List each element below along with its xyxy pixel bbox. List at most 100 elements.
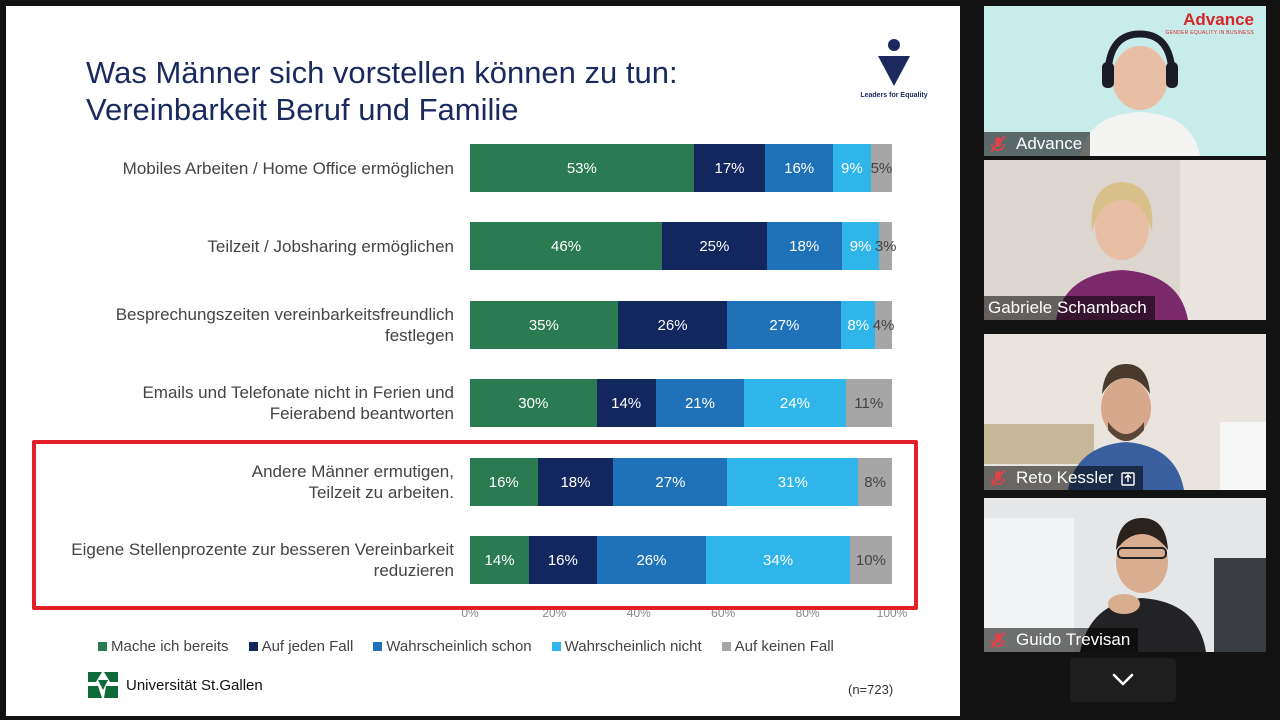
data-label: 8% (847, 316, 870, 334)
bar-row: 53% 17% 16% 9% 5% (470, 144, 892, 192)
mic-off-icon (990, 469, 1006, 487)
legend-swatch (248, 642, 258, 651)
advance-logo: Advance GENDER EQUALITY IN BUSINESS (1165, 10, 1254, 36)
category-label: Teilzeit / Jobsharing ermöglichen (207, 236, 454, 257)
hsg-emblem-icon (86, 668, 120, 702)
bar-segment: 35% (470, 301, 618, 349)
legend-item: Mache ich bereits (98, 638, 229, 655)
bar-row: 30% 14% 21% 24% 11% (470, 379, 892, 427)
data-label: 21% (684, 394, 715, 412)
category-label: Emails und Telefonate nicht in Ferien un… (142, 382, 454, 424)
data-label: 9% (841, 159, 863, 177)
bar-segment: 16% (529, 536, 597, 584)
data-label: 26% (657, 316, 688, 334)
participant-tile-guido-trevisan[interactable]: Guido Trevisan (984, 498, 1266, 652)
chevron-down-icon (1112, 673, 1134, 686)
bar-segment: 27% (613, 458, 728, 506)
legend-label: Auf jeden Fall (261, 638, 354, 655)
video-feed (984, 160, 1266, 320)
data-label: 30% (518, 394, 549, 412)
bar-segment: 26% (596, 536, 707, 584)
bar-segment: 18% (537, 458, 614, 506)
participant-name-bar: Guido Trevisan (984, 628, 1139, 652)
data-label: 46% (551, 237, 582, 255)
data-label: 14% (484, 551, 515, 569)
data-label: 14% (611, 394, 642, 412)
data-label: 53% (566, 159, 597, 177)
data-label: 17% (714, 159, 745, 177)
bar-segment: 11% (845, 379, 892, 427)
bar-segment: 3% (875, 222, 897, 270)
legend-item: Wahrscheinlich nicht (551, 638, 702, 655)
slide-title: Was Männer sich vorstellen können zu tun… (86, 54, 678, 128)
data-label: 34% (763, 551, 794, 569)
video-feed (984, 334, 1266, 490)
category-label: Mobiles Arbeiten / Home Office ermöglich… (123, 158, 454, 179)
bar-segment: 26% (617, 301, 728, 349)
bar-segment: 16% (470, 458, 538, 506)
bar-segment: 14% (470, 536, 530, 584)
logo-text: Leaders for Equality (860, 92, 928, 99)
highlight-box (32, 440, 918, 610)
legend-swatch (98, 642, 107, 651)
bar-segment: 14% (596, 379, 656, 427)
category-label-line: Feierabend beantworten (269, 404, 454, 423)
video-feed (984, 6, 1266, 156)
bar-segment: 21% (655, 379, 745, 427)
data-label: 27% (655, 473, 686, 491)
participant-tile-gabriele-schambach[interactable]: Gabriele Schambach (984, 160, 1266, 320)
data-label: 16% (784, 159, 815, 177)
data-label: 16% (488, 473, 519, 491)
mic-off-icon (990, 135, 1006, 153)
bar-segment: 31% (727, 458, 859, 506)
participant-name-bar: Reto Kessler (984, 466, 1144, 490)
bar-segment: 4% (873, 301, 894, 349)
participant-name: Gabriele Schambach (988, 298, 1147, 317)
participant-tile-advance[interactable]: Advance GENDER EQUALITY IN BUSINESS Adva… (984, 6, 1266, 156)
university-name: Universität St.Gallen (126, 676, 263, 694)
participant-name: Reto Kessler (1016, 468, 1114, 487)
participant-name-bar: Advance (984, 132, 1091, 156)
bar-segment: 17% (693, 144, 766, 192)
shared-slide: Was Männer sich vorstellen können zu tun… (6, 6, 960, 716)
data-label: 31% (777, 473, 808, 491)
slide-title-line1: Was Männer sich vorstellen können zu tun… (86, 55, 678, 90)
bar-segment: 24% (744, 379, 846, 427)
bar-row: 46% 25% 18% 9% 3% (470, 222, 897, 270)
category-label: Andere Männer ermutigen, Teilzeit zu arbe… (252, 461, 454, 503)
category-label-line: Teilzeit / Jobsharing ermöglichen (207, 236, 454, 256)
bar-segment: 18% (766, 222, 842, 270)
category-label-line: Andere Männer ermutigen, (251, 462, 454, 481)
bar-row: 35% 26% 27% 8% 4% (470, 301, 894, 349)
bar-segment: 16% (765, 144, 833, 192)
bar-segment: 8% (841, 301, 876, 349)
legend-item: Wahrscheinlich schon (373, 638, 532, 655)
bar-segment: 25% (662, 222, 767, 270)
category-label-line: Teilzeit zu arbeiten. (308, 483, 454, 502)
data-label: 9% (849, 237, 872, 255)
participant-name-bar: Gabriele Schambach (984, 296, 1155, 320)
leaders-for-equality-logo: Leaders for Equality (852, 38, 936, 104)
participant-tile-reto-kessler[interactable]: Reto Kessler (984, 334, 1266, 490)
data-label: 24% (779, 394, 810, 412)
data-label: 10% (855, 551, 886, 569)
advance-brand: Advance (1183, 10, 1254, 29)
bar-segment: 53% (470, 144, 694, 192)
expand-participants-button[interactable] (1070, 658, 1176, 702)
data-label: 25% (699, 237, 730, 255)
person-icon (878, 39, 910, 86)
legend-label: Auf keinen Fall (734, 638, 834, 655)
data-label: 35% (528, 316, 559, 334)
data-label: 3% (874, 237, 897, 255)
category-label: Eigene Stellenprozente zur besseren Vere… (71, 539, 454, 581)
data-label: 8% (864, 473, 886, 491)
bar-row: 14% 16% 26% 34% 10% (470, 536, 892, 584)
advance-tagline: GENDER EQUALITY IN BUSINESS (1165, 30, 1254, 36)
data-label: 11% (854, 394, 884, 412)
chart-legend: Mache ich bereits Auf jeden Fall Wahrschei… (98, 638, 834, 655)
bar-segment: 27% (727, 301, 842, 349)
data-label: 5% (870, 159, 893, 177)
legend-label: Wahrscheinlich schon (386, 638, 532, 655)
category-label-line: Eigene Stellenprozente zur besseren Vere… (71, 540, 454, 559)
legend-label: Wahrscheinlich nicht (564, 638, 702, 655)
